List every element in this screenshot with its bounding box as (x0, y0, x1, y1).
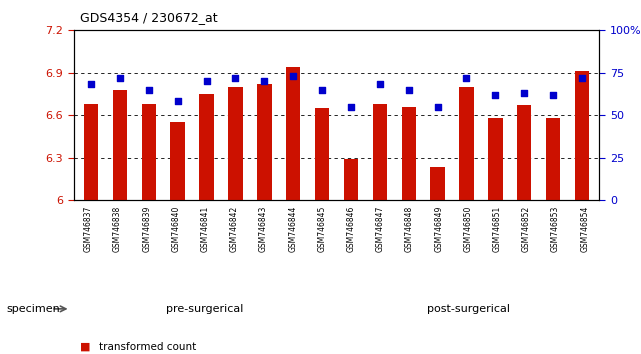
Bar (546, 118, 560, 200)
Bar (459, 87, 474, 200)
Text: GSM746841: GSM746841 (201, 206, 210, 252)
Text: GSM746840: GSM746840 (171, 206, 180, 252)
Point (259, 78, 269, 84)
Point (317, 87, 327, 92)
Text: GSM746847: GSM746847 (376, 206, 385, 252)
Bar (575, 71, 589, 200)
Point (433, 104, 443, 109)
Text: GSM746853: GSM746853 (551, 206, 560, 252)
Text: transformed count: transformed count (99, 342, 197, 352)
Bar (171, 122, 185, 200)
Point (462, 75, 472, 80)
Text: GSM746846: GSM746846 (347, 206, 356, 252)
Bar (286, 67, 301, 200)
Text: GSM746851: GSM746851 (493, 206, 502, 252)
Text: GSM746838: GSM746838 (113, 206, 122, 252)
Text: GSM746850: GSM746850 (463, 206, 472, 252)
Point (548, 92, 558, 97)
Point (201, 78, 212, 84)
Text: GSM746844: GSM746844 (288, 206, 297, 252)
Text: GSM746852: GSM746852 (522, 206, 531, 252)
Point (230, 75, 240, 80)
Point (144, 87, 154, 92)
Point (115, 75, 125, 80)
Text: post-surgerical: post-surgerical (428, 304, 510, 314)
Bar (228, 87, 243, 200)
Point (490, 92, 501, 97)
Bar (257, 84, 272, 200)
Text: GSM746842: GSM746842 (230, 206, 239, 252)
Point (404, 87, 414, 92)
Point (86, 82, 96, 87)
Bar (372, 104, 387, 200)
Point (288, 73, 298, 79)
Bar (401, 107, 416, 200)
Text: GSM746849: GSM746849 (434, 206, 443, 252)
Text: pre-surgerical: pre-surgerical (165, 304, 243, 314)
Text: GSM746848: GSM746848 (405, 206, 414, 252)
Bar (315, 108, 329, 200)
Text: GSM746837: GSM746837 (84, 206, 93, 252)
Point (375, 82, 385, 87)
Bar (199, 94, 214, 200)
Text: specimen: specimen (6, 304, 60, 314)
Point (577, 75, 587, 80)
Bar (142, 104, 156, 200)
Bar (113, 90, 127, 200)
Text: ■: ■ (80, 342, 90, 352)
Bar (430, 167, 445, 200)
Text: GSM746839: GSM746839 (142, 206, 151, 252)
Bar (517, 105, 531, 200)
Bar (488, 118, 503, 200)
Point (346, 104, 356, 109)
Text: GSM746843: GSM746843 (259, 206, 268, 252)
Point (172, 99, 183, 104)
Point (519, 90, 529, 96)
Bar (344, 159, 358, 200)
Bar (84, 104, 98, 200)
Text: GSM746854: GSM746854 (580, 206, 589, 252)
Text: GDS4354 / 230672_at: GDS4354 / 230672_at (80, 11, 218, 24)
Text: GSM746845: GSM746845 (317, 206, 326, 252)
